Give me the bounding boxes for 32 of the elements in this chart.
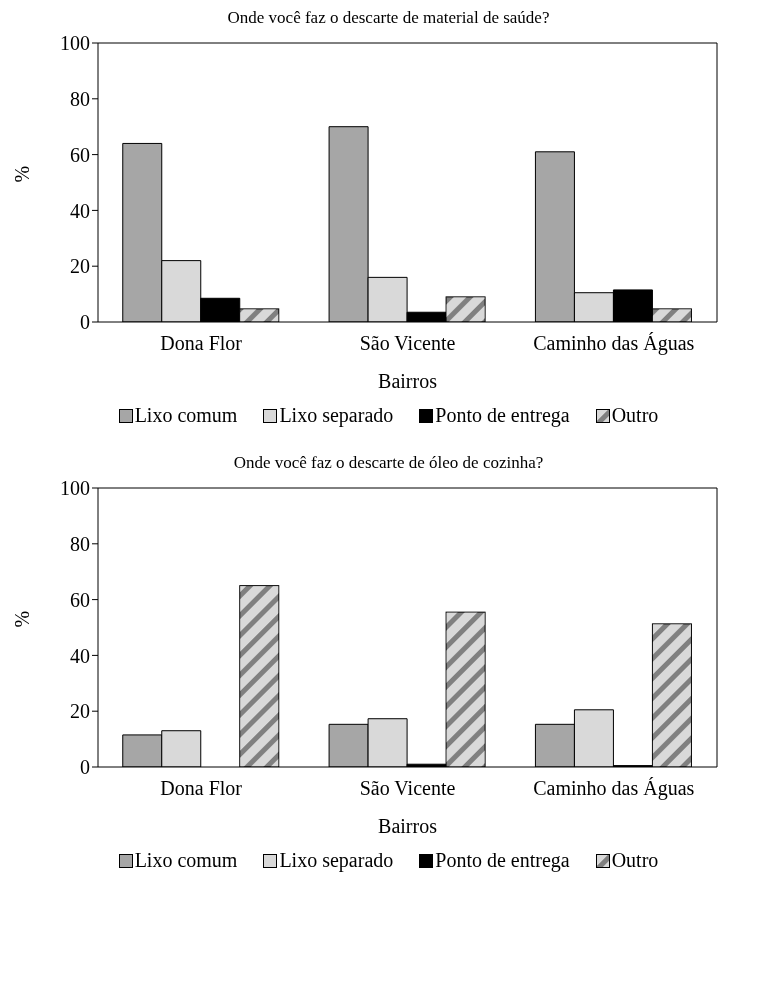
legend-label: Outro xyxy=(610,849,659,872)
x-axis-title: Bairros xyxy=(378,815,438,837)
y-axis-title: % xyxy=(11,610,34,628)
x-tick-label: Caminho das Águas xyxy=(533,332,695,356)
legend-label: Lixo comum xyxy=(133,404,238,427)
legend-label: Ponto de entrega xyxy=(434,404,570,427)
y-tick-label: 80 xyxy=(70,532,90,555)
legend-label: Lixo separado xyxy=(278,404,394,427)
legend-label: Lixo separado xyxy=(278,849,394,872)
x-tick-label: São Vicente xyxy=(359,332,456,355)
y-tick-label: 40 xyxy=(70,644,90,667)
x-tick-label: Dona Flor xyxy=(160,777,243,800)
y-tick-label: 100 xyxy=(60,477,90,500)
legend-label: Lixo comum xyxy=(133,849,238,872)
y-axis-title: % xyxy=(11,165,34,183)
x-axis-title: Bairros xyxy=(378,370,438,392)
y-tick-label: 80 xyxy=(70,87,90,110)
y-tick-label: 60 xyxy=(70,143,90,166)
y-tick-label: 0 xyxy=(80,756,90,779)
y-tick-label: 40 xyxy=(70,199,90,222)
y-tick-label: 100 xyxy=(60,32,90,55)
x-tick-label: Dona Flor xyxy=(160,332,243,355)
chart-title: Onde você faz o descarte de óleo de cozinha? xyxy=(232,453,545,473)
y-tick-label: 0 xyxy=(80,311,90,334)
x-tick-label: Caminho das Águas xyxy=(533,777,695,801)
chart-title: Onde você faz o descarte de material de saúde? xyxy=(226,8,551,28)
y-tick-label: 20 xyxy=(70,700,90,723)
legend-label: Ponto de entrega xyxy=(434,849,570,872)
legend-label: Outro xyxy=(610,404,659,427)
y-tick-label: 20 xyxy=(70,255,90,278)
x-tick-label: São Vicente xyxy=(359,777,456,800)
y-tick-label: 60 xyxy=(70,588,90,611)
